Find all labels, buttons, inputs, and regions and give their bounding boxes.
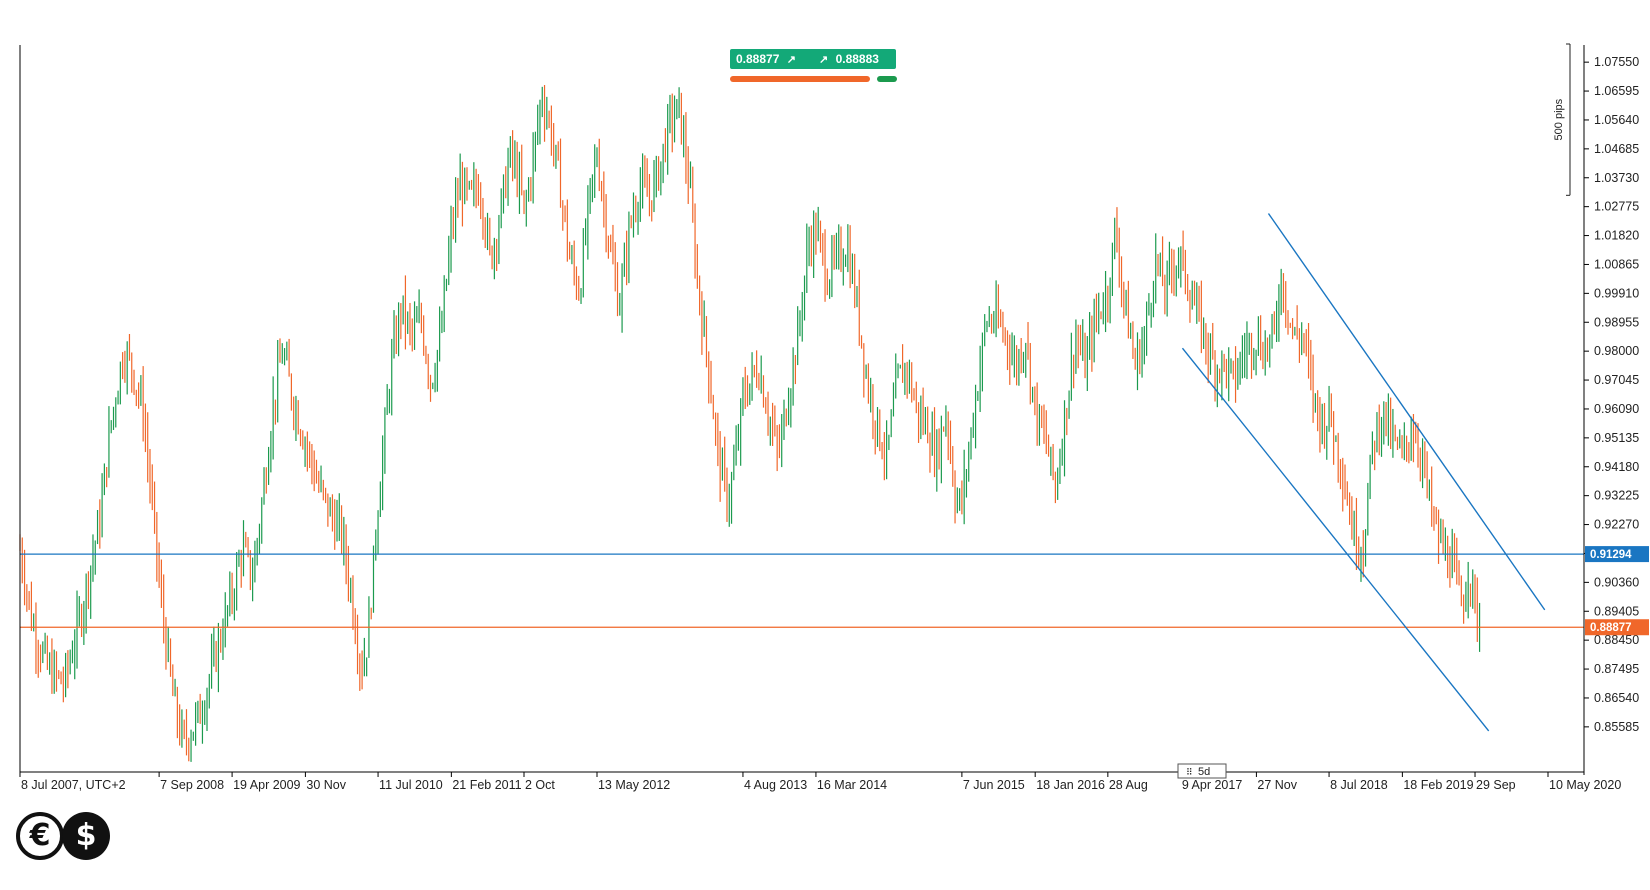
y-tick-label: 1.07550: [1594, 55, 1639, 69]
y-tick-label: 1.02775: [1594, 200, 1639, 214]
price-level-tag-label: 0.91294: [1590, 549, 1632, 561]
y-tick-label: 1.00865: [1594, 257, 1639, 271]
y-tick-label: 1.05640: [1594, 113, 1639, 127]
y-tick-label: 1.03730: [1594, 171, 1639, 185]
x-tick-label: 8 Jul 2018: [1330, 778, 1388, 792]
ask-volume-bar: [877, 76, 897, 82]
euro-icon: €: [16, 812, 64, 860]
y-tick-label: 1.01820: [1594, 229, 1639, 243]
y-tick-label: 0.98955: [1594, 315, 1639, 329]
x-tick-label: 9 Apr 2017: [1182, 778, 1243, 792]
x-tick-label: 18 Feb 2019: [1403, 778, 1473, 792]
pips-ruler: 500 pips: [1553, 43, 1571, 196]
y-tick-label: 0.98000: [1594, 344, 1639, 358]
price-level-tag: [1585, 546, 1649, 563]
period-badge-grip-icon: ⠿: [1186, 767, 1193, 777]
y-tick-label: 0.88450: [1594, 633, 1639, 647]
y-tick-label: 0.89405: [1594, 604, 1639, 618]
x-tick-label: 21 Feb 2011: [452, 778, 521, 792]
x-tick-label: 16 Mar 2014: [817, 778, 887, 792]
pips-ruler-label: 500 pips: [1553, 98, 1565, 140]
y-tick-label: 0.99910: [1594, 286, 1639, 300]
x-tick-label: 8 Jul 2007, UTC+2: [21, 778, 126, 792]
trend-channel-lower-line: [1181, 347, 1490, 732]
x-tick-label: 7 Jun 2015: [963, 778, 1025, 792]
buy-quote-button[interactable]: ↗ 0.88883: [809, 49, 896, 69]
price-level-tag: [1585, 619, 1649, 636]
bid-price: 0.88877: [736, 52, 780, 66]
x-axis-ticks: 8 Jul 2007, UTC+2 7 Sep 2008 19 Apr 2009 30…: [19, 772, 1621, 792]
y-tick-label: 0.90360: [1594, 575, 1639, 589]
y-tick-label: 0.93225: [1594, 489, 1639, 503]
price-level-tag-label: 0.88877: [1590, 622, 1632, 634]
y-tick-label: 0.97045: [1594, 373, 1639, 387]
bid-arrow-icon: ↗: [786, 54, 796, 66]
y-tick-label: 0.85585: [1594, 720, 1639, 734]
y-tick-label: 0.87495: [1594, 662, 1639, 676]
y-tick-label: 0.92270: [1594, 518, 1639, 532]
price-tags: 0.91294 0.88877: [1585, 546, 1649, 636]
x-tick-label: 18 Jan 2016: [1036, 778, 1105, 792]
dollar-icon: $: [62, 812, 110, 860]
y-tick-label: 1.06595: [1594, 84, 1639, 98]
period-badge-label: 5d: [1198, 766, 1210, 778]
y-tick-label: 0.96090: [1594, 402, 1639, 416]
x-tick-label: 29 Sep: [1476, 778, 1516, 792]
x-tick-label: 11 Jul 2010: [379, 778, 443, 792]
x-tick-label: 19 Apr 2009: [233, 778, 300, 792]
y-tick-label: 1.04685: [1594, 142, 1639, 156]
x-tick-label: 27 Nov: [1257, 778, 1297, 792]
x-tick-label: 10 May 2020: [1549, 778, 1621, 792]
x-tick-label: 7 Sep 2008: [160, 778, 224, 792]
y-axis-ticks: 1.07550 1.06595 1.05640 1.04685 1.03730 1.027…: [1584, 55, 1639, 734]
trend-channel-upper-line: [1267, 213, 1546, 611]
x-tick-label: 13 May 2012: [598, 778, 670, 792]
y-tick-label: 0.86540: [1594, 691, 1639, 705]
period-badge[interactable]: ⠿ 5d: [1177, 763, 1227, 779]
trend-channel-layer: [1181, 213, 1546, 732]
ask-price: 0.88883: [835, 52, 879, 66]
sell-quote-button[interactable]: 0.88877 ↗: [730, 49, 812, 69]
y-tick-label: 0.94180: [1594, 460, 1639, 474]
bid-volume-bar: [730, 76, 870, 82]
ask-arrow-icon: ↗: [819, 54, 829, 66]
bars-layer: [19, 85, 1481, 762]
x-tick-label: 28 Aug: [1109, 778, 1148, 792]
x-tick-label: 30 Nov: [306, 778, 346, 792]
x-tick-label: 2 Oct: [525, 778, 555, 792]
brand-logo: € $: [16, 812, 112, 864]
x-tick-label: 4 Aug 2013: [744, 778, 807, 792]
horizontal-lines-layer: [20, 553, 1584, 628]
y-tick-label: 0.95135: [1594, 431, 1639, 445]
